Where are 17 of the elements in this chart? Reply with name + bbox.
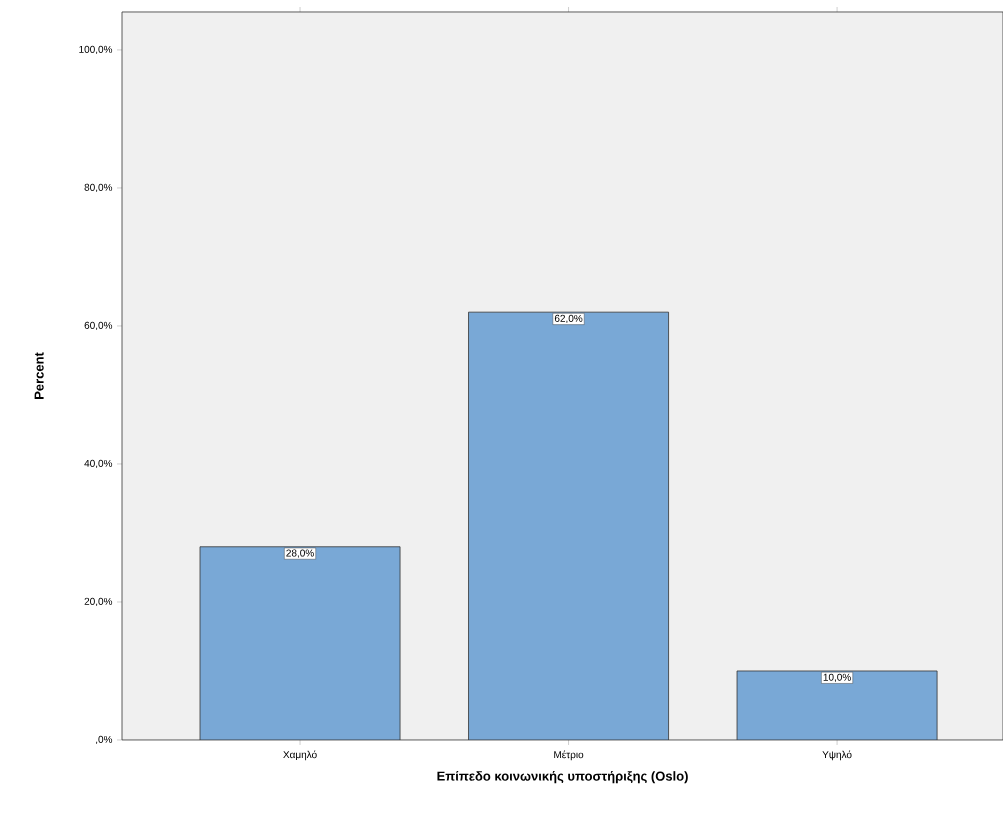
data-label: 62,0% [554, 314, 583, 324]
y-tick-label: ,0% [96, 735, 113, 745]
y-axis-title: Percent [34, 352, 44, 399]
x-tick-label: Υψηλό [822, 750, 852, 761]
bar [199, 546, 401, 740]
y-tick-label: 20,0% [84, 597, 113, 607]
data-label: 10,0% [823, 673, 851, 682]
x-axis-title: Επίπεδο κοινωνικής υποστήριξης (Oslo) [437, 770, 688, 784]
y-tick-label: 60,0% [84, 321, 113, 331]
bar [468, 311, 669, 740]
bar [736, 670, 938, 740]
data-label: 28,0% [286, 549, 314, 558]
x-tick-label: Χαμηλό [283, 750, 317, 761]
y-tick-label: 40,0% [84, 459, 113, 469]
x-tick-label: Μέτριο [554, 750, 584, 761]
y-tick-label: 80,0% [84, 183, 113, 193]
y-tick-label: 100,0% [79, 45, 113, 55]
